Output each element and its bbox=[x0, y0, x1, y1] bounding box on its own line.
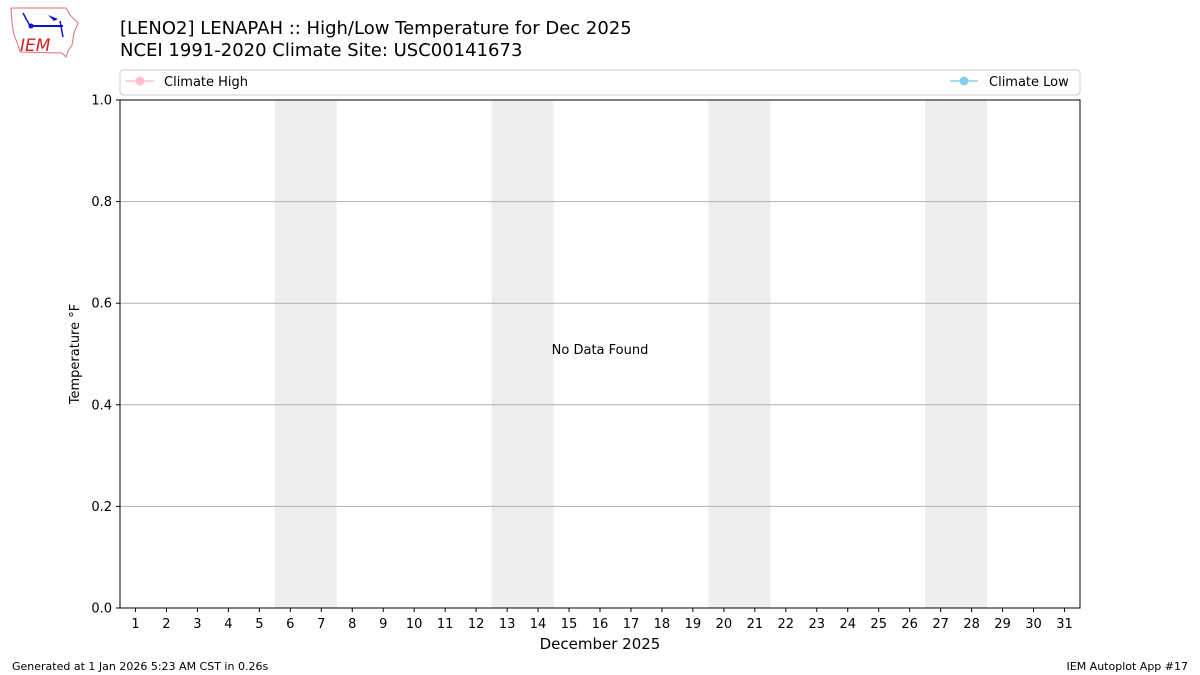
x-tick-label: 4 bbox=[224, 617, 232, 632]
y-axis-label: Temperature °F bbox=[68, 304, 83, 405]
x-tick-label: 22 bbox=[778, 617, 795, 632]
y-tick-label: 0.6 bbox=[91, 297, 112, 312]
x-tick-label: 30 bbox=[1025, 617, 1042, 632]
x-tick-label: 16 bbox=[592, 617, 609, 632]
iem-logo: IEM bbox=[10, 7, 79, 58]
x-tick-label: 29 bbox=[994, 617, 1011, 632]
no-data-annotation: No Data Found bbox=[552, 343, 649, 358]
y-tick-label: 0.8 bbox=[91, 195, 112, 210]
logo-text: IEM bbox=[20, 36, 51, 56]
x-tick-label: 2 bbox=[162, 617, 170, 632]
x-tick-label: 17 bbox=[623, 617, 640, 632]
x-tick-label: 5 bbox=[255, 617, 263, 632]
x-tick-label: 9 bbox=[379, 617, 387, 632]
x-tick-label: 10 bbox=[406, 617, 423, 632]
y-tick-label: 0.0 bbox=[91, 602, 112, 617]
x-tick-label: 19 bbox=[685, 617, 702, 632]
legend-low-label: Climate Low bbox=[989, 75, 1069, 90]
chart-title: [LENO2] LENAPAH :: High/Low Temperature … bbox=[120, 18, 632, 39]
x-tick-label: 13 bbox=[499, 617, 516, 632]
x-tick-label: 21 bbox=[747, 617, 764, 632]
x-tick-label: 20 bbox=[716, 617, 733, 632]
y-tick-label: 0.2 bbox=[91, 500, 112, 515]
x-tick-label: 12 bbox=[468, 617, 485, 632]
weekend-band bbox=[708, 100, 771, 608]
y-tick-label: 1.0 bbox=[91, 94, 112, 109]
x-tick-label: 15 bbox=[561, 617, 578, 632]
x-tick-label: 26 bbox=[901, 617, 918, 632]
x-tick-label: 24 bbox=[839, 617, 856, 632]
x-tick-label: 18 bbox=[654, 617, 671, 632]
legend-high-label: Climate High bbox=[164, 75, 248, 90]
x-tick-label: 3 bbox=[193, 617, 201, 632]
x-tick-label: 14 bbox=[530, 617, 547, 632]
weekend-band bbox=[925, 100, 988, 608]
app-credit: IEM Autoplot App #17 bbox=[1066, 660, 1189, 673]
weekend-band bbox=[491, 100, 554, 608]
x-tick-label: 25 bbox=[870, 617, 887, 632]
x-tick-label: 8 bbox=[348, 617, 356, 632]
x-tick-label: 6 bbox=[286, 617, 294, 632]
x-tick-label: 27 bbox=[932, 617, 949, 632]
x-tick-label: 23 bbox=[809, 617, 826, 632]
generated-note: Generated at 1 Jan 2026 5:23 AM CST in 0… bbox=[12, 660, 269, 673]
x-tick-label: 31 bbox=[1056, 617, 1073, 632]
x-tick-label: 7 bbox=[317, 617, 325, 632]
x-axis-label: December 2025 bbox=[540, 635, 661, 653]
chart-subtitle: NCEI 1991-2020 Climate Site: USC00141673 bbox=[120, 40, 523, 61]
x-tick-label: 28 bbox=[963, 617, 980, 632]
y-tick-label: 0.4 bbox=[91, 398, 112, 413]
weekend-band bbox=[274, 100, 337, 608]
x-tick-label: 11 bbox=[437, 617, 454, 632]
legend: Climate High Climate Low bbox=[119, 69, 1081, 96]
x-tick-label: 1 bbox=[131, 617, 139, 632]
